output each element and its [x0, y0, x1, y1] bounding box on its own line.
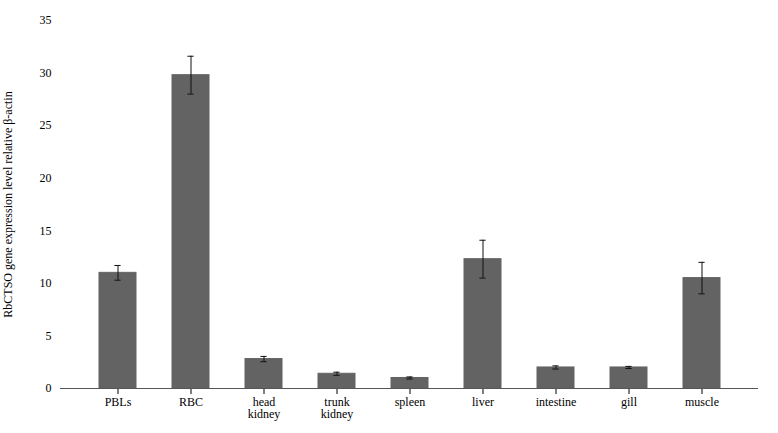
svg-text:0: 0: [46, 381, 52, 395]
svg-text:intestine: intestine: [536, 395, 577, 409]
svg-text:liver: liver: [472, 395, 494, 409]
svg-text:25: 25: [40, 118, 52, 132]
svg-text:RbCTSO gene expression level r: RbCTSO gene expression level relative β-…: [1, 91, 15, 317]
svg-text:RBC: RBC: [179, 395, 203, 409]
svg-text:5: 5: [46, 329, 52, 343]
svg-text:PBLs: PBLs: [105, 395, 132, 409]
svg-text:trunkkidney: trunkkidney: [321, 395, 354, 421]
svg-text:20: 20: [40, 171, 52, 185]
svg-text:headkidney: headkidney: [248, 395, 281, 421]
svg-text:35: 35: [40, 13, 52, 27]
svg-text:10: 10: [40, 276, 52, 290]
svg-text:gill: gill: [621, 395, 638, 409]
svg-text:spleen: spleen: [395, 395, 426, 409]
svg-text:15: 15: [40, 224, 52, 238]
svg-text:muscle: muscle: [685, 395, 719, 409]
svg-text:30: 30: [40, 66, 52, 80]
